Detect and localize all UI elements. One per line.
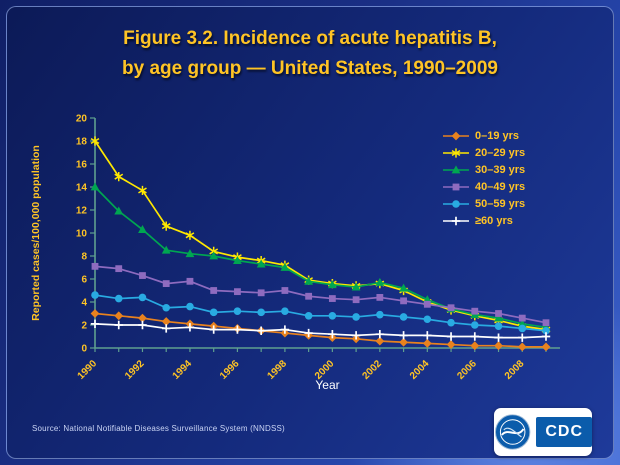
svg-text:20: 20 <box>76 114 88 125</box>
svg-text:2002: 2002 <box>360 358 384 382</box>
chart-title-line2: by age group — United States, 1990–2009 <box>122 58 498 80</box>
svg-text:14: 14 <box>76 183 88 194</box>
svg-text:12: 12 <box>76 206 88 217</box>
chart-legend: 0–19 yrs 20–29 yrs 30–39 yrs 40–49 yrs 50–59… <box>443 130 525 227</box>
svg-text:1998: 1998 <box>266 358 290 382</box>
cdc-logo: CDC <box>494 408 592 456</box>
legend-item: 20–29 yrs <box>443 147 525 159</box>
legend-label: 20–29 yrs <box>475 147 526 159</box>
svg-text:16: 16 <box>76 160 88 171</box>
source-note: Source: National Notifiable Diseases Sur… <box>32 424 285 433</box>
line-chart: 0 2 4 6 8 10 12 14 16 18 20 1990 1992 1994 1996 1998 200… <box>30 114 560 392</box>
svg-text:4: 4 <box>81 298 87 309</box>
slide-frame <box>6 6 614 459</box>
legend-item: 50–59 yrs <box>443 198 525 210</box>
cdc-emblem-icon <box>494 414 531 450</box>
svg-text:1990: 1990 <box>76 358 100 382</box>
legend-label: ≥60 yrs <box>475 215 513 227</box>
svg-text:1996: 1996 <box>218 358 242 382</box>
svg-text:2004: 2004 <box>408 358 432 382</box>
legend-marker-icon <box>443 165 469 174</box>
chart-area: 0 2 4 6 8 10 12 14 16 18 20 1990 1992 1994 1996 1998 200… <box>25 103 585 405</box>
chart-title-line1: Figure 3.2. Incidence of acute hepatitis… <box>123 28 497 49</box>
legend-marker-icon <box>443 131 469 141</box>
chart-title: Figure 3.2. Incidence of acute hepatitis… <box>0 24 620 85</box>
svg-text:Year: Year <box>315 378 339 392</box>
cdc-wordmark: CDC <box>536 417 592 447</box>
legend-item: 30–39 yrs <box>443 164 525 176</box>
legend-item: ≥60 yrs <box>443 215 525 227</box>
svg-text:2: 2 <box>81 321 87 332</box>
svg-text:Reported cases/100,000 populat: Reported cases/100,000 population <box>30 145 42 321</box>
legend-label: 50–59 yrs <box>475 198 526 210</box>
svg-text:10: 10 <box>76 229 88 240</box>
legend-marker-icon <box>443 216 469 226</box>
svg-text:1992: 1992 <box>123 358 147 382</box>
svg-text:8: 8 <box>81 252 87 263</box>
svg-text:1994: 1994 <box>171 358 195 382</box>
svg-text:0: 0 <box>81 344 87 355</box>
svg-text:2006: 2006 <box>455 358 479 382</box>
legend-label: 30–39 yrs <box>475 164 526 176</box>
svg-text:18: 18 <box>76 137 88 148</box>
legend-item: 40–49 yrs <box>443 181 525 193</box>
legend-item: 0–19 yrs <box>443 130 525 142</box>
svg-text:2008: 2008 <box>503 358 527 382</box>
legend-label: 0–19 yrs <box>475 130 520 142</box>
legend-marker-icon <box>443 200 469 208</box>
svg-text:6: 6 <box>81 275 87 286</box>
legend-marker-icon <box>443 183 469 191</box>
legend-marker-icon <box>443 148 469 158</box>
legend-label: 40–49 yrs <box>475 181 526 193</box>
